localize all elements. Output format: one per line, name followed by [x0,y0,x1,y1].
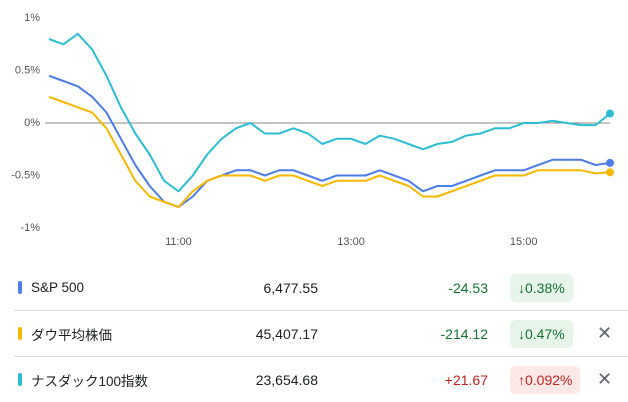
y-tick-label: -1% [20,222,40,234]
series-line [48,32,611,193]
x-tick-label: 15:00 [510,236,538,248]
change-percent: ↑0.092% [510,365,581,394]
x-tick-label: 11:00 [165,236,192,248]
change-percent: ↓0.47% [510,319,573,348]
legend-entry: ナスダック100指数 [31,373,149,389]
y-tick-label: 1% [24,12,40,24]
x-tick-label: 13:00 [337,236,365,248]
legend-marker [18,327,22,340]
change: +21.67 [444,371,488,388]
row-separator [14,310,628,311]
legend-entry: S&P 500 [31,280,85,295]
quote-row: S&P 500 6,477.55 -24.53 ↓0.38% [0,265,628,310]
y-tick-label: 0% [24,117,40,129]
end-dot [606,158,614,167]
y-tick-label: -0.5% [11,169,40,181]
change-percent: ↓0.38% [510,273,573,302]
legend-entry: ダウ平均株価 [31,327,112,343]
quote-row: ダウ平均株価 45,407.17 -214.12 ↓0.47% ✕ [0,311,628,356]
quote-row: ナスダック100指数 23,654.68 +21.67 ↑0.092% ✕ [0,357,628,402]
change: -24.53 [448,279,488,296]
y-tick-label: 0.5% [15,64,40,76]
series-line [48,95,611,208]
price: 23,654.68 [255,371,318,388]
series-line [48,74,611,208]
row-separator [14,356,628,357]
end-dot [606,109,614,118]
change: -214.12 [440,325,488,342]
remove-button[interactable]: ✕ [597,369,613,389]
legend-marker [18,281,22,294]
price: 45,407.17 [255,325,318,342]
price: 6,477.55 [263,279,319,296]
remove-button[interactable]: ✕ [597,323,613,343]
legend-marker [18,373,22,386]
chart: -1% -0.5% 0% 0.5% 1% 11:00 13:00 15:00 [11,12,614,248]
end-dot [606,168,614,177]
